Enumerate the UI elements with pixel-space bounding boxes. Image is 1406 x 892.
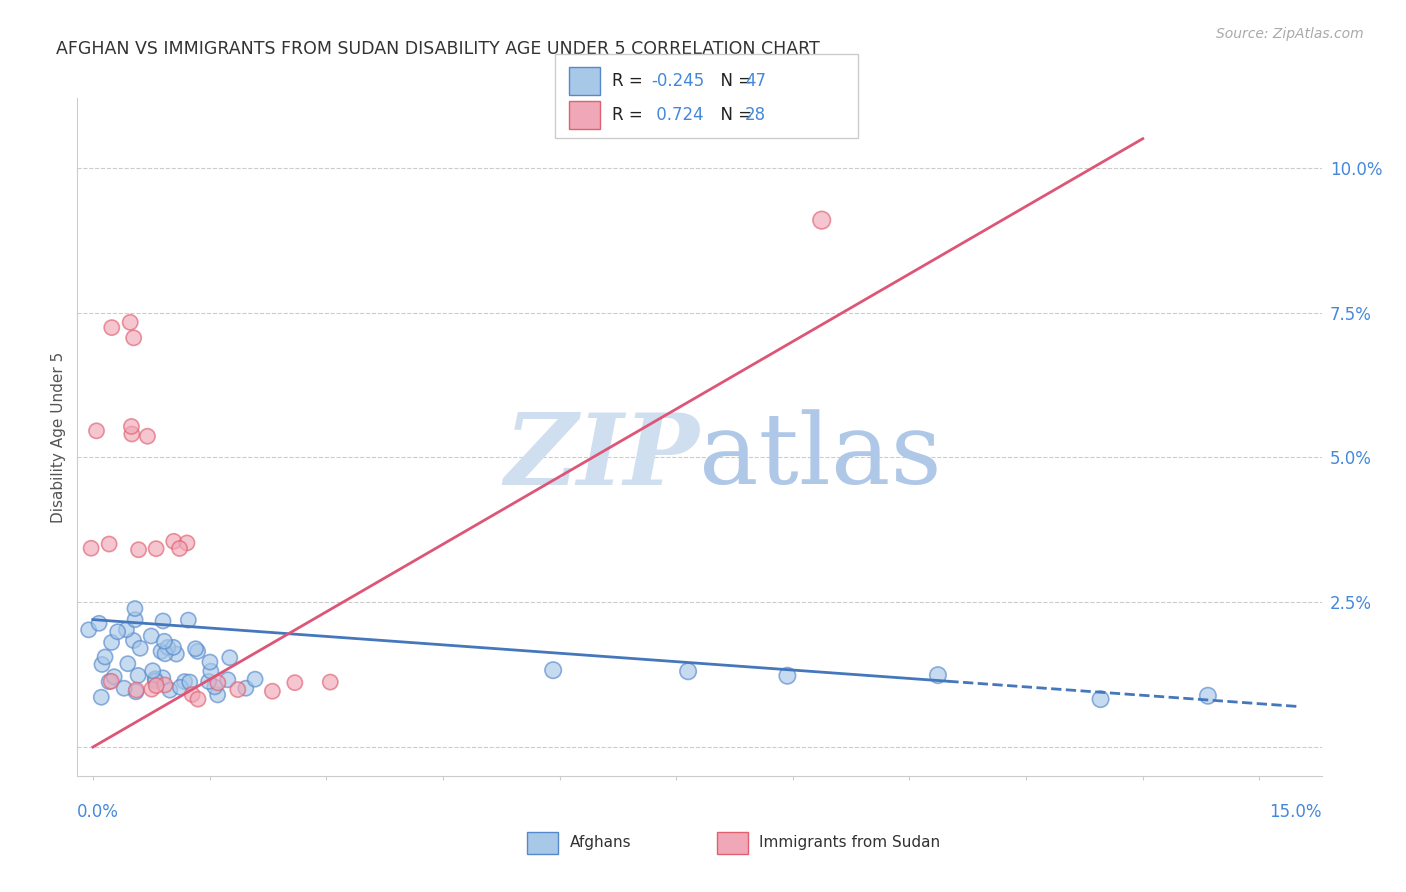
Point (122, 633, 145, 648)
Point (153, 647, 176, 661)
Text: 0.724: 0.724 (651, 106, 703, 124)
Point (204, 680, 226, 694)
Point (169, 680, 191, 694)
Point (217, 673, 239, 687)
Point (124, 601, 146, 615)
Point (117, 657, 139, 671)
Text: ZIP: ZIP (505, 409, 700, 506)
Point (87, 616, 110, 631)
Point (143, 672, 166, 686)
Point (90, 690, 112, 705)
Point (120, 419, 142, 434)
Point (145, 673, 167, 688)
Point (187, 644, 209, 658)
Point (207, 676, 229, 690)
Point (284, 675, 307, 690)
Text: N =: N = (710, 72, 758, 90)
Point (1197, 689, 1219, 703)
Point (162, 640, 184, 655)
Point (98, 674, 121, 689)
Point (197, 674, 219, 689)
Point (676, 665, 699, 679)
Point (173, 674, 195, 689)
Point (152, 671, 174, 685)
Point (810, 213, 832, 227)
Point (150, 644, 173, 658)
Text: Source: ZipAtlas.com: Source: ZipAtlas.com (1216, 27, 1364, 41)
Point (128, 542, 150, 557)
Point (243, 672, 266, 686)
Point (91, 657, 114, 672)
Point (124, 613, 146, 627)
Text: 0.0%: 0.0% (77, 803, 120, 821)
Point (121, 427, 143, 442)
Text: AFGHAN VS IMMIGRANTS FROM SUDAN DISABILITY AGE UNDER 5 CORRELATION CHART: AFGHAN VS IMMIGRANTS FROM SUDAN DISABILI… (56, 40, 820, 58)
Point (169, 541, 191, 556)
Point (142, 664, 165, 678)
Point (107, 624, 129, 639)
Point (152, 614, 174, 628)
Point (153, 634, 176, 648)
Text: 28: 28 (745, 106, 766, 124)
Point (145, 541, 167, 556)
Point (94, 650, 117, 665)
Text: Afghans: Afghans (569, 836, 631, 850)
Text: -0.245: -0.245 (651, 72, 704, 90)
Point (145, 679, 167, 693)
Point (179, 675, 201, 690)
Point (541, 663, 564, 677)
Point (187, 692, 209, 706)
Point (103, 670, 125, 684)
Point (101, 320, 124, 334)
Point (112, 681, 135, 696)
Point (181, 688, 204, 702)
Point (159, 683, 181, 698)
Text: atlas: atlas (700, 409, 942, 505)
Point (262, 684, 284, 698)
Text: N =: N = (710, 106, 758, 124)
Point (153, 678, 176, 692)
Point (125, 685, 148, 699)
Point (86, 424, 108, 438)
Point (1090, 692, 1112, 706)
Point (156, 640, 179, 655)
Point (177, 613, 200, 627)
Text: 15.0%: 15.0% (1270, 803, 1322, 821)
Point (776, 669, 799, 683)
Point (176, 536, 198, 550)
Text: 47: 47 (745, 72, 766, 90)
Point (927, 668, 949, 682)
Point (122, 331, 145, 345)
Point (226, 682, 249, 697)
Point (141, 629, 163, 643)
Point (198, 655, 221, 669)
Point (141, 682, 163, 697)
Text: R =: R = (612, 106, 648, 124)
Point (207, 688, 229, 702)
Point (98, 537, 121, 551)
Point (100, 674, 122, 689)
Point (163, 534, 186, 549)
Point (127, 668, 149, 682)
Text: Immigrants from Sudan: Immigrants from Sudan (759, 836, 941, 850)
Point (120, 315, 142, 329)
Point (184, 641, 207, 656)
Point (125, 683, 148, 698)
Point (129, 641, 152, 656)
Point (235, 681, 257, 696)
Point (218, 650, 240, 665)
Point (200, 664, 222, 678)
Point (136, 429, 159, 443)
Point (77, 623, 100, 637)
Point (100, 635, 122, 649)
Point (80, 541, 103, 556)
Point (319, 675, 342, 690)
Point (165, 647, 187, 661)
Y-axis label: Disability Age Under 5: Disability Age Under 5 (51, 351, 66, 523)
Point (115, 623, 138, 637)
Text: R =: R = (612, 72, 648, 90)
